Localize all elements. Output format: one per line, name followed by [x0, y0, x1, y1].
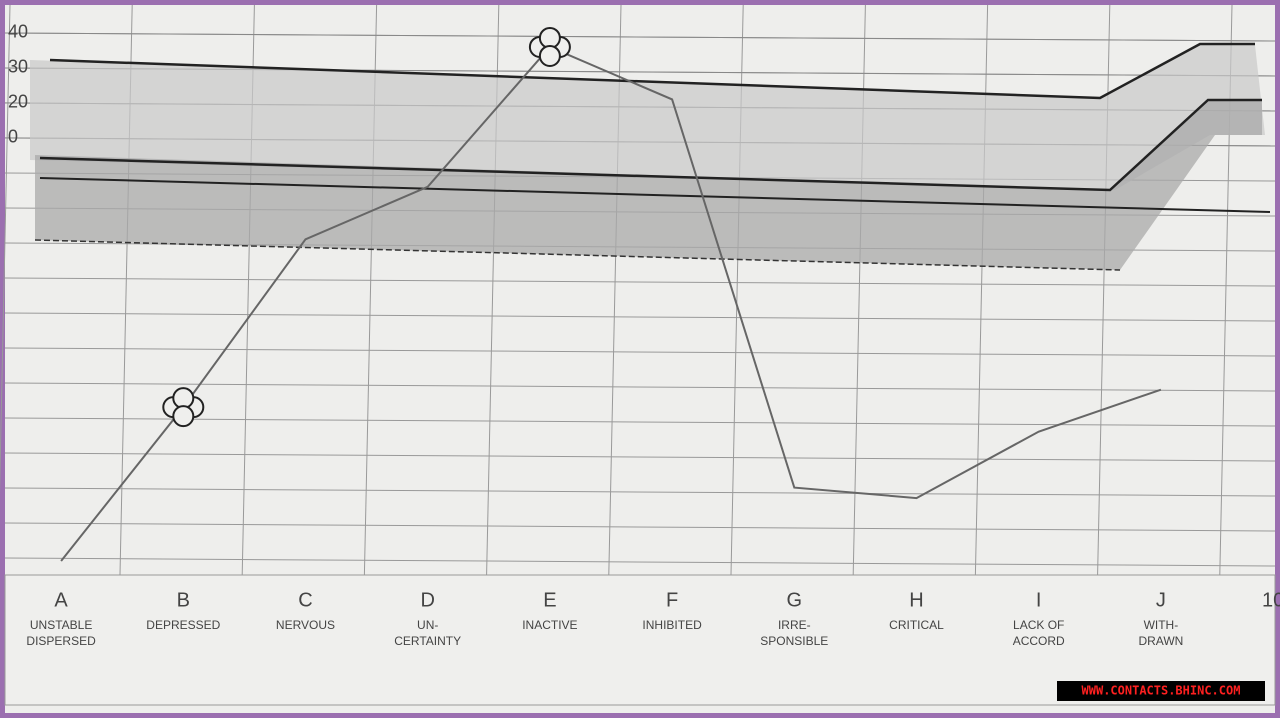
column-line — [0, 4, 11, 496]
category-description: NERVOUS — [276, 618, 335, 632]
clover-leaf — [538, 44, 561, 67]
category-description: DEPRESSED — [146, 618, 220, 632]
y-tick-label: 20 — [8, 92, 28, 112]
watermark-box — [1057, 681, 1265, 701]
category-letter: E — [543, 589, 556, 611]
rule-line — [4, 522, 1276, 532]
y-tick-label: 40 — [8, 22, 28, 42]
y-tick-label: 30 — [8, 57, 28, 77]
category-description: INHIBITED — [642, 618, 702, 632]
upper-band — [30, 45, 1265, 190]
rule-line — [4, 312, 1276, 322]
category-letter: C — [298, 589, 312, 611]
rule-line — [4, 382, 1276, 392]
rule-line — [4, 417, 1276, 427]
clover-marker — [162, 387, 205, 428]
band-edge — [34, 239, 1121, 271]
category-letter: F — [666, 589, 678, 611]
category-letter: I — [1036, 589, 1042, 611]
category-description: CRITICAL — [889, 618, 944, 632]
category-letter: A — [54, 589, 68, 611]
grid-line — [4, 32, 1276, 42]
category-letter: H — [909, 589, 923, 611]
band-edge — [49, 42, 1255, 100]
category-letter: B — [177, 589, 190, 611]
rule-line — [4, 557, 1276, 567]
category-letter: 10 — [1262, 589, 1280, 611]
category-description: WITH-DRAWN — [1138, 618, 1183, 648]
clover-leaf — [172, 405, 195, 428]
category-letter: J — [1156, 589, 1166, 611]
rule-line — [4, 277, 1276, 287]
category-description: UN-CERTAINTY — [394, 618, 461, 648]
watermark: WWW.CONTACTS.BHINC.COM — [1082, 684, 1241, 698]
category-description: LACK OF ACCORD — [1013, 618, 1065, 648]
lower-band — [35, 100, 1262, 270]
clover-marker — [528, 26, 571, 67]
band-edge — [39, 177, 1271, 213]
category-letter: G — [787, 589, 803, 611]
category-description: IRRE-SPONSIBLE — [760, 618, 828, 648]
category-letter: D — [420, 589, 434, 611]
data-line — [60, 45, 1162, 562]
rule-line — [4, 487, 1276, 497]
rule-line — [4, 347, 1276, 357]
category-description: INACTIVE — [522, 618, 577, 632]
y-tick-label: 0 — [8, 127, 18, 147]
category-description: UNSTABLE DISPERSED — [26, 618, 96, 648]
band-edge — [39, 98, 1262, 192]
rule-line — [4, 452, 1276, 462]
